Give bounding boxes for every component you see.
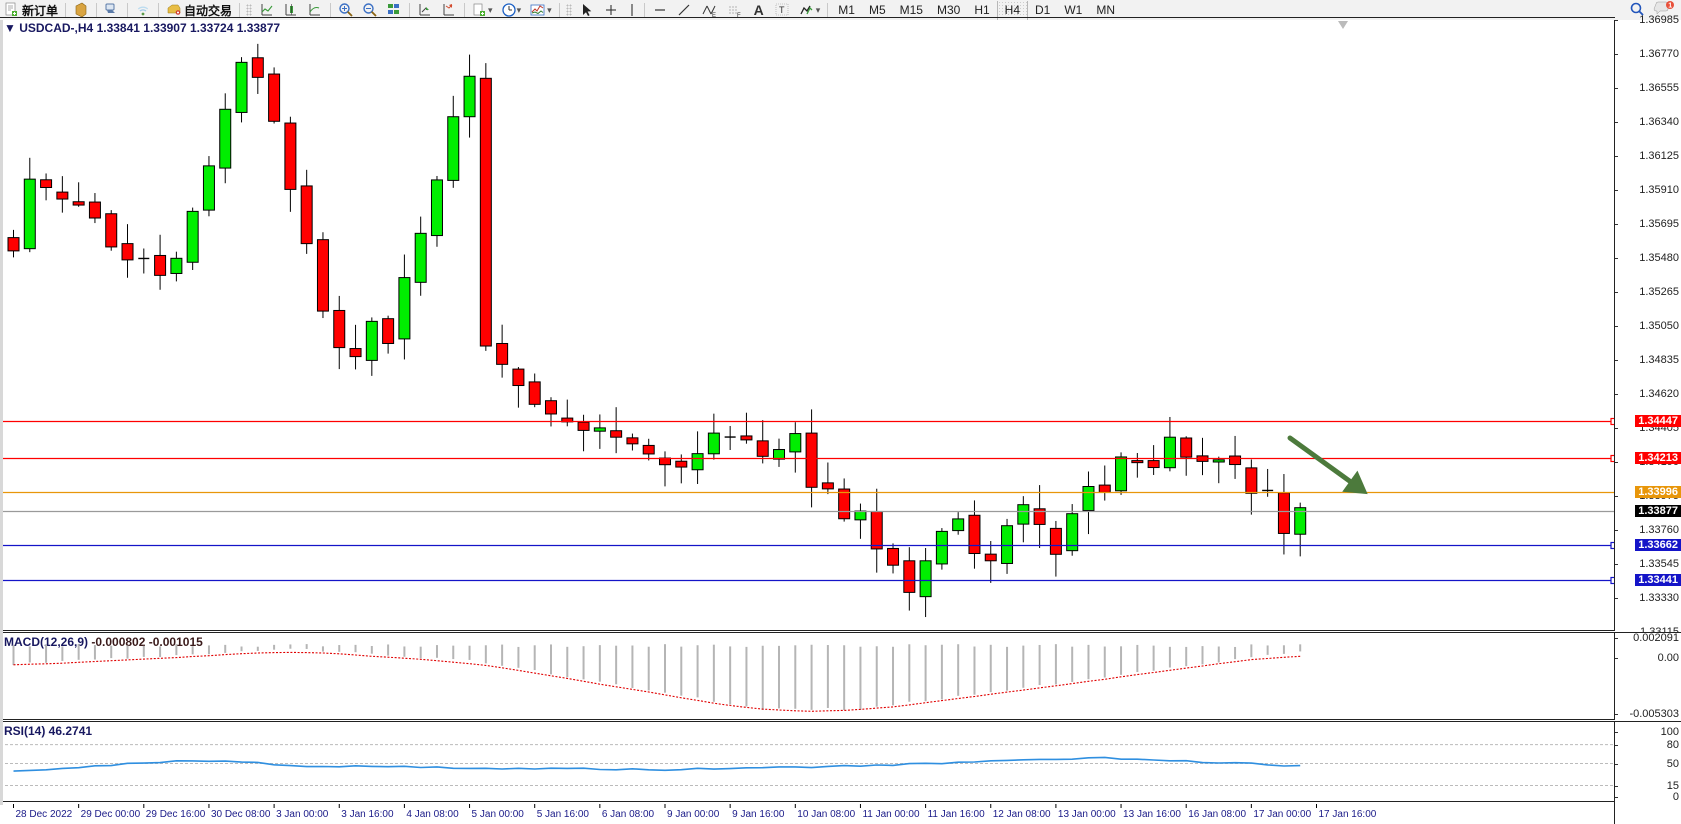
svg-text:13 Jan 00:00: 13 Jan 00:00 — [1058, 809, 1116, 820]
svg-text:5 Jan 00:00: 5 Jan 00:00 — [472, 809, 525, 820]
svg-text:3 Jan 00:00: 3 Jan 00:00 — [276, 809, 329, 820]
svg-text:9 Jan 00:00: 9 Jan 00:00 — [667, 809, 720, 820]
svg-text:29 Dec 00:00: 29 Dec 00:00 — [81, 809, 141, 820]
svg-text:17 Jan 16:00: 17 Jan 16:00 — [1319, 809, 1377, 820]
svg-text:29 Dec 16:00: 29 Dec 16:00 — [146, 809, 206, 820]
svg-text:12 Jan 08:00: 12 Jan 08:00 — [993, 809, 1051, 820]
svg-text:3 Jan 16:00: 3 Jan 16:00 — [341, 809, 394, 820]
svg-text:6 Jan 08:00: 6 Jan 08:00 — [602, 809, 655, 820]
svg-text:T: T — [779, 5, 785, 15]
svg-text:9 Jan 16:00: 9 Jan 16:00 — [732, 809, 785, 820]
svg-text:16 Jan 08:00: 16 Jan 08:00 — [1188, 809, 1246, 820]
svg-text:11 Jan 16:00: 11 Jan 16:00 — [928, 809, 986, 820]
svg-text:13 Jan 16:00: 13 Jan 16:00 — [1123, 809, 1181, 820]
svg-text:5 Jan 16:00: 5 Jan 16:00 — [537, 809, 590, 820]
svg-text:4 Jan 08:00: 4 Jan 08:00 — [406, 809, 459, 820]
svg-text:1: 1 — [1668, 3, 1672, 10]
svg-text:17 Jan 00:00: 17 Jan 00:00 — [1253, 809, 1311, 820]
svg-text:10 Jan 08:00: 10 Jan 08:00 — [797, 809, 855, 820]
svg-text:30 Dec 08:00: 30 Dec 08:00 — [211, 809, 271, 820]
svg-text:28 Dec 2022: 28 Dec 2022 — [16, 809, 73, 820]
svg-text:11 Jan 00:00: 11 Jan 00:00 — [862, 809, 920, 820]
